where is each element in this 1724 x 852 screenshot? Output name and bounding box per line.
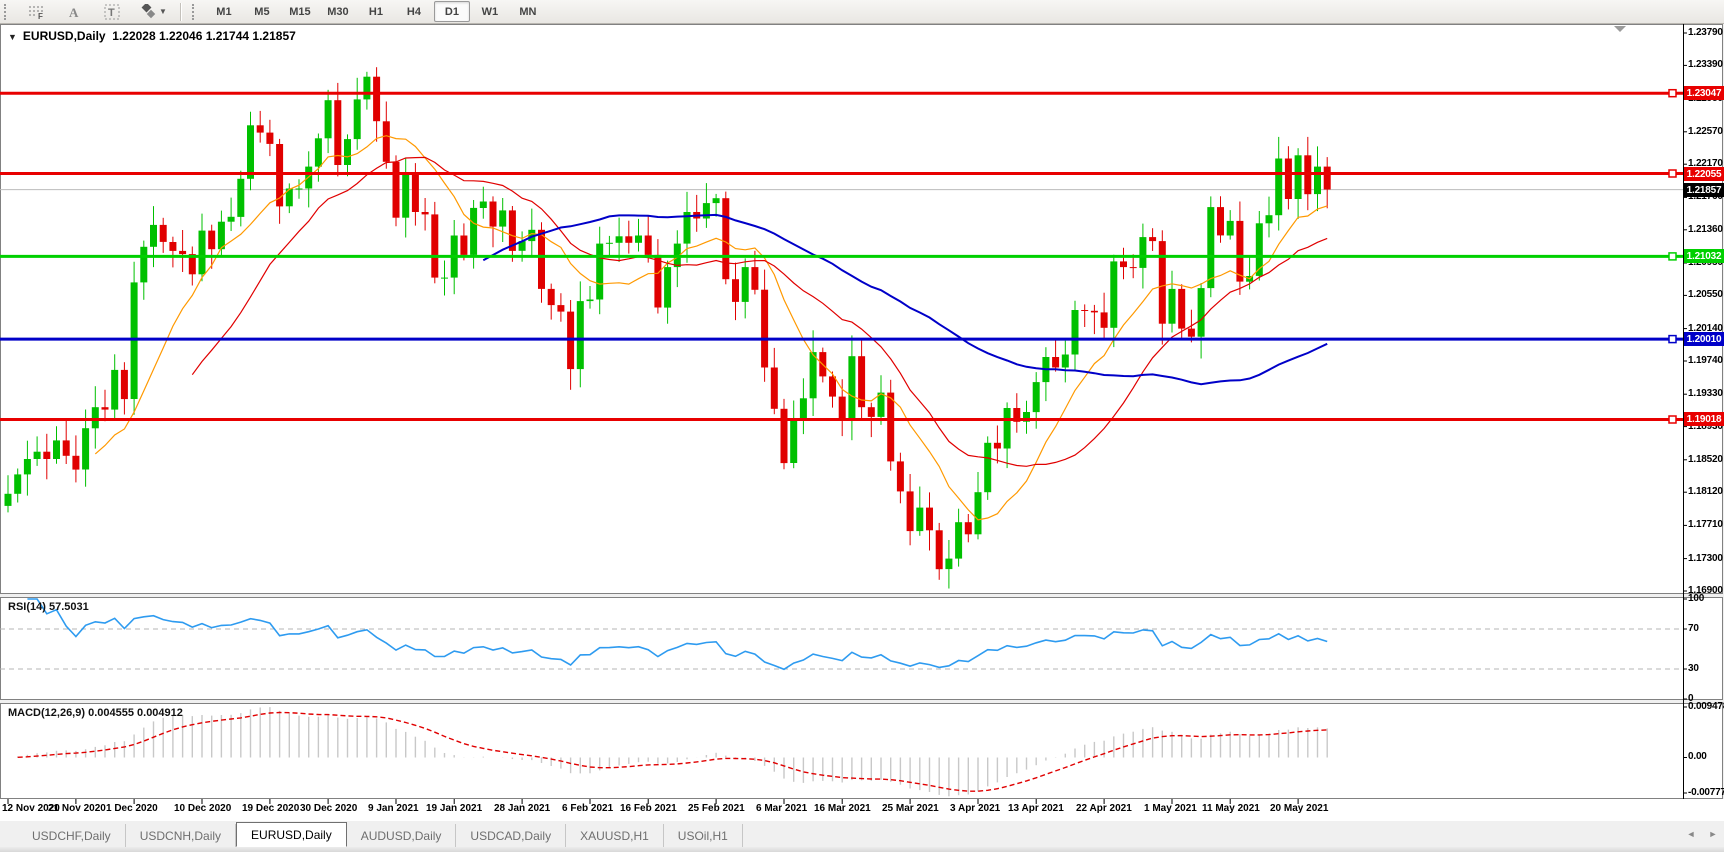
chart-tab-usoil[interactable]: USOil,H1 — [664, 824, 743, 847]
chart-tab-usdcnh[interactable]: USDCNH,Daily — [126, 824, 237, 847]
label-icon: T — [104, 4, 120, 19]
price-tick-label: 1.23790 — [1688, 27, 1723, 38]
timeframe-button-m15[interactable]: M15 — [289, 5, 311, 18]
timeframe-button-d1[interactable]: D1 — [433, 1, 470, 22]
price-tick-label: 1.21360 — [1688, 224, 1723, 235]
toolbar-separator — [179, 2, 182, 21]
macd-tick-label: -0.00777 — [1688, 787, 1724, 798]
timeframe-drag-handle[interactable] — [191, 3, 198, 20]
chart-tab-usdcad[interactable]: USDCAD,Daily — [456, 824, 567, 847]
date-axis-label: 1 May 2021 — [1144, 803, 1197, 814]
level-price-label[interactable]: 1.20010 — [1684, 332, 1724, 346]
date-axis-label: 6 Mar 2021 — [756, 803, 808, 814]
price-tick-label: 1.23390 — [1688, 59, 1723, 70]
price-tick-label: 1.20140 — [1688, 323, 1723, 334]
chart-shift-marker[interactable] — [1614, 26, 1626, 32]
svg-text:F: F — [38, 12, 43, 19]
date-axis-label: 16 Feb 2021 — [620, 803, 677, 814]
date-axis-label: 9 Jan 2021 — [368, 803, 419, 814]
price-tick-label: 1.22570 — [1688, 126, 1723, 137]
arrows-tool-button[interactable]: ▼ — [132, 1, 174, 22]
timeframe-button-w1[interactable]: W1 — [481, 5, 499, 18]
level-price-label[interactable]: 1.19018 — [1684, 412, 1724, 426]
macd-tick-label: 0.009478 — [1688, 701, 1724, 712]
chart-ohlc: 1.22028 1.22046 1.21744 1.21857 — [112, 29, 296, 43]
chevron-down-icon: ▼ — [159, 7, 167, 16]
price-tick-label: 1.20550 — [1688, 289, 1723, 300]
arrows-icon — [141, 4, 156, 19]
toolbar-drag-handle[interactable] — [4, 3, 10, 20]
timeframe-button-h1[interactable]: H1 — [368, 5, 383, 18]
date-axis-label: 13 Apr 2021 — [1008, 803, 1064, 814]
price-tick-label: 1.19330 — [1688, 388, 1723, 399]
timeframe-button-m5[interactable]: M5 — [254, 5, 270, 18]
toolbar: F A T ▼ M1 M5 M15 M30 H1 H4 D1 W1 MN — [0, 0, 1724, 24]
svg-text:A: A — [69, 5, 79, 19]
date-axis-label: 25 Feb 2021 — [688, 803, 745, 814]
price-tick-label: 1.18930 — [1688, 421, 1723, 432]
date-axis-label: 28 Jan 2021 — [494, 803, 551, 814]
level-price-label[interactable]: 1.23047 — [1684, 86, 1724, 100]
level-price-label[interactable]: 1.22055 — [1684, 167, 1724, 181]
macd-panel[interactable] — [0, 703, 1723, 799]
date-axis-label: 11 May 2021 — [1202, 803, 1260, 814]
chart-tab-usdchf[interactable]: USDCHF,Daily — [18, 824, 126, 847]
date-axis-label: 12 Nov 2020 — [2, 803, 60, 814]
price-tick-label: 1.18520 — [1688, 454, 1723, 465]
timeframe-button-mn[interactable]: MN — [519, 5, 537, 18]
price-tick-label: 1.17300 — [1688, 553, 1723, 564]
timeframe-button-m1[interactable]: M1 — [216, 5, 232, 18]
date-axis-label: 3 Apr 2021 — [950, 803, 1001, 814]
date-axis-label: 1 Dec 2020 — [106, 803, 158, 814]
date-axis-label: 16 Mar 2021 — [814, 803, 871, 814]
chart-symbol: EURUSD,Daily — [22, 29, 106, 43]
text-icon: A — [69, 5, 79, 19]
date-axis-label: 19 Dec 2020 — [242, 803, 300, 814]
chevron-down-icon[interactable]: ▼ — [8, 32, 17, 42]
macd-tick-label: 0.00 — [1688, 751, 1707, 762]
date-axis-label: 21 Nov 2020 — [48, 803, 106, 814]
rsi-tick-label: 30 — [1688, 663, 1699, 674]
rsi-tick-label: 0 — [1688, 693, 1694, 704]
tabs-scroll-right-icon[interactable]: ► — [1708, 829, 1718, 839]
tabs-scroll-left-icon[interactable]: ◄ — [1686, 829, 1696, 839]
date-axis-label: 20 May 2021 — [1270, 803, 1329, 814]
price-tick-label: 1.16900 — [1688, 585, 1723, 596]
price-tick-label: 1.17710 — [1688, 519, 1723, 530]
fibonacci-tool-button[interactable]: F — [18, 1, 54, 22]
status-bar — [0, 847, 1724, 852]
price-tick-label: 1.22170 — [1688, 158, 1723, 169]
main-chart-panel[interactable] — [0, 24, 1723, 594]
date-axis-label: 19 Jan 2021 — [426, 803, 483, 814]
fibonacci-icon: F — [29, 6, 43, 19]
chart-title: ▼ EURUSD,Daily 1.22028 1.22046 1.21744 1.… — [8, 29, 296, 43]
price-tick-label: 1.19740 — [1688, 355, 1723, 366]
rsi-tick-label: 70 — [1688, 623, 1699, 634]
price-tick-label: 1.18120 — [1688, 486, 1723, 497]
chart-tab-audusd[interactable]: AUDUSD,Daily — [347, 824, 457, 847]
date-axis-label: 10 Dec 2020 — [174, 803, 232, 814]
current-price-label: 1.21857 — [1684, 183, 1724, 197]
date-axis-label: 30 Dec 2020 — [300, 803, 358, 814]
date-axis-label: 22 Apr 2021 — [1076, 803, 1132, 814]
tabbar-spacer — [743, 821, 1680, 847]
chart-tab-eurusd[interactable]: EURUSD,Daily — [236, 822, 347, 847]
macd-label: MACD(12,26,9) 0.004555 0.004912 — [8, 707, 183, 719]
rsi-panel[interactable] — [0, 597, 1723, 700]
rsi-label: RSI(14) 57.5031 — [8, 601, 89, 613]
date-axis-label: 6 Feb 2021 — [562, 803, 614, 814]
date-axis-label: 25 Mar 2021 — [882, 803, 939, 814]
svg-text:T: T — [108, 7, 115, 19]
timeframe-button-m30[interactable]: M30 — [327, 5, 349, 18]
label-tool-button[interactable]: T — [94, 1, 130, 22]
rsi-tick-label: 100 — [1688, 593, 1705, 604]
chart-tab-xauusd[interactable]: XAUUSD,H1 — [566, 824, 664, 847]
text-tool-button[interactable]: A — [56, 1, 92, 22]
timeframe-group: M1 M5 M15 M30 H1 H4 D1 W1 MN — [206, 1, 546, 22]
level-price-label[interactable]: 1.21032 — [1684, 249, 1724, 263]
chart-tabs-bar: USDCHF,Daily USDCNH,Daily EURUSD,Daily AUDU… — [0, 821, 1724, 848]
timeframe-button-h4[interactable]: H4 — [406, 5, 421, 18]
